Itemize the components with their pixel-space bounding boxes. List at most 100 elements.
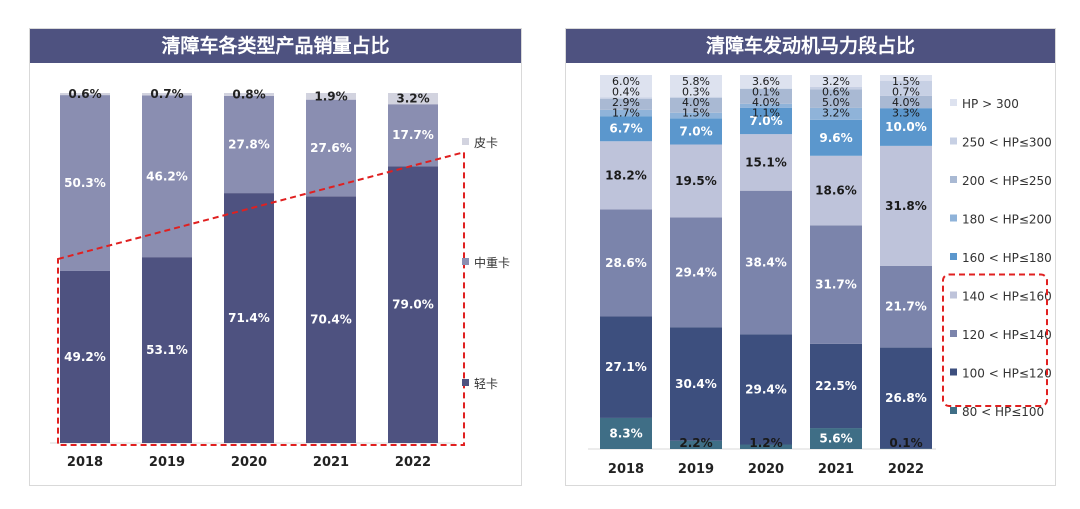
legend-label: 250 < HP≤300 bbox=[962, 136, 1052, 150]
data-label: 26.8% bbox=[885, 391, 927, 405]
legend-swatch bbox=[462, 379, 469, 386]
bar-segment bbox=[670, 144, 722, 218]
legend-swatch bbox=[950, 407, 957, 414]
data-label: 49.2% bbox=[64, 350, 106, 364]
bar-segment bbox=[810, 343, 862, 429]
x-tick-label: 2022 bbox=[395, 455, 431, 470]
data-label: 1.5% bbox=[892, 75, 920, 88]
data-label: 3.2% bbox=[396, 92, 429, 106]
data-label: 1.1% bbox=[752, 107, 780, 120]
data-label: 50.3% bbox=[64, 176, 106, 190]
data-label: 1.2% bbox=[749, 436, 782, 450]
bar-segment bbox=[740, 134, 792, 191]
bar-segment bbox=[810, 119, 862, 156]
x-tick-label: 2018 bbox=[67, 455, 103, 470]
data-label: 8.3% bbox=[609, 426, 642, 440]
legend-label: 200 < HP≤250 bbox=[962, 174, 1052, 188]
bar-segment bbox=[810, 75, 862, 87]
legend-swatch bbox=[950, 137, 957, 145]
left-chart-title: 清障车各类型产品销量占比 bbox=[30, 29, 521, 63]
legend-swatch bbox=[950, 253, 957, 260]
data-label: 6.0% bbox=[612, 75, 640, 88]
x-tick-label: 2021 bbox=[313, 455, 349, 470]
bar-segment bbox=[600, 116, 652, 142]
data-label: 4.0% bbox=[752, 96, 780, 109]
data-label: 6.7% bbox=[609, 122, 642, 136]
bar-segment bbox=[224, 95, 274, 194]
data-label: 30.4% bbox=[675, 377, 717, 391]
data-label: 17.7% bbox=[392, 128, 434, 142]
data-label: 38.4% bbox=[745, 256, 787, 270]
bar-segment bbox=[880, 95, 932, 109]
bar-segment bbox=[670, 327, 722, 441]
x-tick-label: 2019 bbox=[149, 455, 185, 470]
data-label: 79.0% bbox=[392, 298, 434, 312]
legend-label: 180 < HP≤200 bbox=[962, 213, 1052, 227]
bar-segment bbox=[670, 96, 722, 98]
legend-swatch bbox=[950, 291, 957, 299]
data-label: 70.4% bbox=[310, 313, 352, 327]
bar-segment bbox=[670, 75, 722, 97]
legend-swatch bbox=[950, 99, 957, 106]
data-label: 0.7% bbox=[150, 87, 183, 101]
data-label: 46.2% bbox=[146, 169, 188, 183]
legend-swatch bbox=[462, 138, 469, 145]
bar-segment bbox=[740, 75, 792, 89]
bar-segment bbox=[880, 145, 932, 266]
bar-segment bbox=[60, 270, 110, 443]
data-label: 21.7% bbox=[885, 300, 927, 314]
bar-segment bbox=[224, 193, 274, 443]
bar-segment bbox=[740, 334, 792, 445]
data-label: 7.0% bbox=[679, 124, 712, 138]
bar-segment bbox=[740, 444, 792, 449]
data-label: 71.4% bbox=[228, 311, 270, 325]
legend-highlight-box bbox=[942, 273, 1048, 407]
x-tick-label: 2022 bbox=[888, 462, 924, 477]
bar-segment bbox=[670, 112, 722, 119]
data-label: 31.8% bbox=[885, 199, 927, 213]
x-tick-label: 2018 bbox=[608, 462, 644, 477]
data-label: 27.6% bbox=[310, 141, 352, 155]
bar-segment bbox=[600, 98, 652, 110]
bar-segment bbox=[810, 428, 862, 449]
legend-label: 120 < HP≤140 bbox=[962, 328, 1052, 342]
data-label: 27.1% bbox=[605, 360, 647, 374]
bar-segment bbox=[224, 93, 274, 96]
highlight-outline bbox=[57, 150, 465, 446]
data-label: 0.7% bbox=[892, 86, 920, 99]
data-label: 3.2% bbox=[822, 107, 850, 120]
data-label: 3.6% bbox=[752, 75, 780, 88]
bar-segment bbox=[60, 95, 110, 271]
data-label: 31.7% bbox=[815, 278, 857, 292]
x-tick-label: 2020 bbox=[231, 455, 267, 470]
bar-segment bbox=[306, 196, 356, 443]
data-label: 9.6% bbox=[819, 131, 852, 145]
data-label: 0.4% bbox=[612, 86, 640, 99]
legend-swatch bbox=[950, 176, 957, 183]
data-label: 1.9% bbox=[314, 89, 347, 103]
bar-segment bbox=[600, 97, 652, 99]
bar-segment bbox=[810, 86, 862, 90]
data-label: 5.8% bbox=[682, 75, 710, 88]
bar-segment bbox=[880, 108, 932, 146]
bar-segment bbox=[306, 93, 356, 100]
data-label: 27.8% bbox=[228, 137, 270, 151]
bar-segment bbox=[670, 118, 722, 145]
x-tick-label: 2019 bbox=[678, 462, 714, 477]
data-label: 5.6% bbox=[819, 432, 852, 446]
data-label: 1.5% bbox=[682, 107, 710, 120]
right-chart-svg: 8.3% 27.1% 28.6% 18.2% 6.7% 6.0%0.4%2.9%1.7% 2… bbox=[588, 75, 1052, 477]
bar-segment bbox=[880, 75, 932, 81]
legend-swatch bbox=[950, 214, 957, 222]
data-label: 10.0% bbox=[885, 120, 927, 134]
data-label: 19.5% bbox=[675, 174, 717, 188]
bar-segment bbox=[600, 141, 652, 210]
bar-segment bbox=[670, 440, 722, 449]
bar-segment bbox=[810, 155, 862, 226]
data-label: 0.8% bbox=[232, 87, 265, 101]
bar-segment bbox=[600, 209, 652, 317]
legend-label: HP > 300 bbox=[962, 97, 1019, 111]
data-label: 29.4% bbox=[675, 265, 717, 279]
data-label: 0.6% bbox=[68, 87, 101, 101]
data-label: 15.1% bbox=[745, 155, 787, 169]
